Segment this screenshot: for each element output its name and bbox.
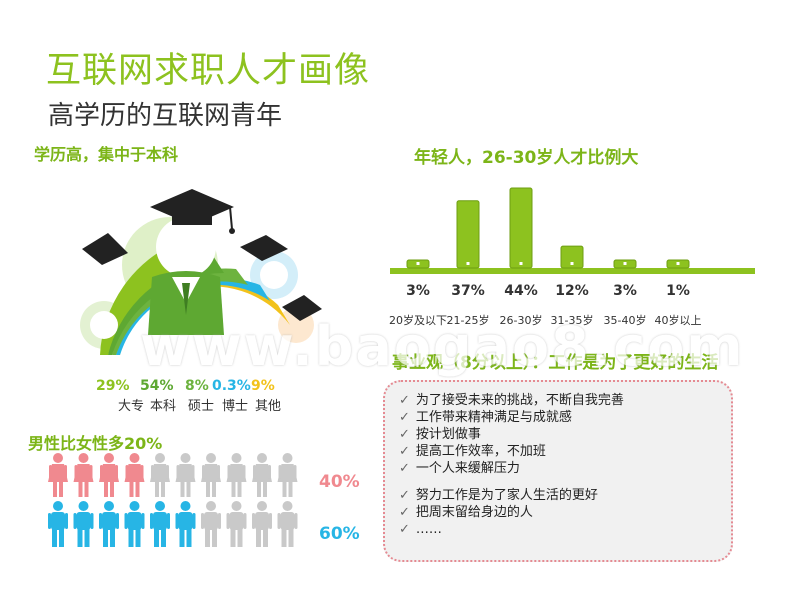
page-subtitle: 高学历的互联网青年 xyxy=(48,101,283,131)
bar-category-label: 40岁以上 xyxy=(654,314,702,327)
bar-dot-1 xyxy=(466,262,470,265)
list-item: ✓ 提高工作效率，不加班 xyxy=(399,444,546,459)
bar-category-label: 21-25岁 xyxy=(446,314,490,327)
age-heading: 年轻人，26-30岁人才比例大 xyxy=(414,148,639,168)
edu-pct-benke: 54% xyxy=(140,378,174,394)
female-person-row xyxy=(48,453,298,497)
bar-value-label: 44% xyxy=(504,283,538,299)
female-person-icon xyxy=(252,453,272,497)
gender-heading: 男性比女性多20% xyxy=(28,434,163,453)
edu-pct-dazhuan: 29% xyxy=(96,378,130,394)
female-person-icon xyxy=(150,453,170,497)
female-person-icon xyxy=(73,453,94,497)
bar-1 xyxy=(456,200,480,269)
bar-value-label: 3% xyxy=(613,283,637,299)
education-legend: 29% 大专 54% 本科 8% 硕士 0.3% 博士 9% 其他 xyxy=(90,378,290,414)
check-icon: ✓ xyxy=(399,427,410,442)
male-person-icon xyxy=(175,501,196,547)
female-person-icon xyxy=(99,453,119,497)
bar-dot-5 xyxy=(676,262,680,265)
list-item: ✓…… xyxy=(399,522,442,537)
male-person-icon xyxy=(201,501,221,547)
female-person-icon xyxy=(124,453,145,497)
bar-category-label: 35-40岁 xyxy=(603,314,647,327)
bar-category-label: 20岁及以下 xyxy=(389,314,447,327)
list-item: ✓ 努力工作是为了家人生活的更好 xyxy=(399,488,598,503)
male-person-icon xyxy=(252,501,272,547)
age-bar-chart xyxy=(390,187,755,274)
work-heading: 事业观（8分以上）：工作是为了更好的生活 xyxy=(392,353,719,373)
list-item: ✓ 为了接受未来的挑战，不断自我完善 xyxy=(399,393,624,408)
bar-3 xyxy=(560,245,584,269)
edu-pct-qita: 9% xyxy=(251,378,275,394)
male-percentage: 60% xyxy=(319,524,360,544)
male-person-icon xyxy=(277,501,298,547)
male-person-icon xyxy=(48,501,68,547)
graduation-cap-icon xyxy=(150,189,235,234)
list-item: ✓ 一个人来缓解压力 xyxy=(399,461,520,476)
check-icon: ✓ xyxy=(399,505,410,520)
male-person-icon xyxy=(150,501,170,547)
edu-pct-boshi: 0.3% xyxy=(212,378,251,394)
female-percentage: 40% xyxy=(319,472,360,492)
check-icon: ✓ xyxy=(399,410,410,425)
male-person-row xyxy=(48,501,298,547)
bar-2 xyxy=(509,187,533,269)
edu-label-shuoshi: 硕士 xyxy=(188,399,215,414)
chart-baseline xyxy=(390,268,755,274)
bar-value-label: 12% xyxy=(555,283,589,299)
male-person-icon xyxy=(73,501,94,547)
female-person-icon xyxy=(175,453,196,497)
bar-value-label: 3% xyxy=(406,283,430,299)
female-person-icon xyxy=(48,453,68,497)
bar-value-label: 37% xyxy=(451,283,485,299)
male-person-icon xyxy=(124,501,145,547)
check-icon: ✓ xyxy=(399,393,410,408)
male-person-icon xyxy=(99,501,119,547)
education-heading: 学历高，集中于本科 xyxy=(34,145,179,164)
list-item: ✓ 按计划做事 xyxy=(399,427,481,442)
watermark: www.baogao8.com xyxy=(140,315,745,378)
bar-dot-3 xyxy=(570,262,574,265)
bar-value-label: 1% xyxy=(666,283,690,299)
edu-label-qita: 其他 xyxy=(255,399,282,414)
bar-category-label: 26-30岁 xyxy=(499,314,543,327)
list-item: ✓ 把周末留给身边的人 xyxy=(399,505,533,520)
bar-dot-4 xyxy=(623,262,627,265)
list-item: ✓ 工作带来精神满足与成就感 xyxy=(399,410,572,425)
graduation-cap-small-icon xyxy=(82,233,322,321)
check-icon: ✓ xyxy=(399,444,410,459)
check-icon: ✓ xyxy=(399,522,410,537)
male-person-icon xyxy=(226,501,247,547)
bar-category-label: 31-35岁 xyxy=(550,314,594,327)
female-person-icon xyxy=(201,453,221,497)
page-title: 互联网求职人才画像 xyxy=(46,51,371,91)
female-person-icon xyxy=(277,453,298,497)
check-icon: ✓ xyxy=(399,461,410,476)
edu-label-dazhuan: 大专 xyxy=(118,399,145,414)
graduate-illustration xyxy=(80,189,322,355)
work-values-list: ✓ 为了接受未来的挑战，不断自我完善 ✓ 工作带来精神满足与成就感 ✓ 按计划做事 ✓… xyxy=(399,392,624,538)
edu-pct-shuoshi: 8% xyxy=(185,378,209,394)
female-person-icon xyxy=(226,453,247,497)
work-values-box: ✓ 为了接受未来的挑战，不断自我完善 ✓ 工作带来精神满足与成就感 ✓ 按计划做事 ✓… xyxy=(383,380,733,562)
edu-label-benke: 本科 xyxy=(150,399,177,414)
check-icon: ✓ xyxy=(399,488,410,503)
edu-label-boshi: 博士 xyxy=(222,399,249,414)
bar-dot-0 xyxy=(416,262,420,265)
bar-dot-2 xyxy=(519,262,523,265)
